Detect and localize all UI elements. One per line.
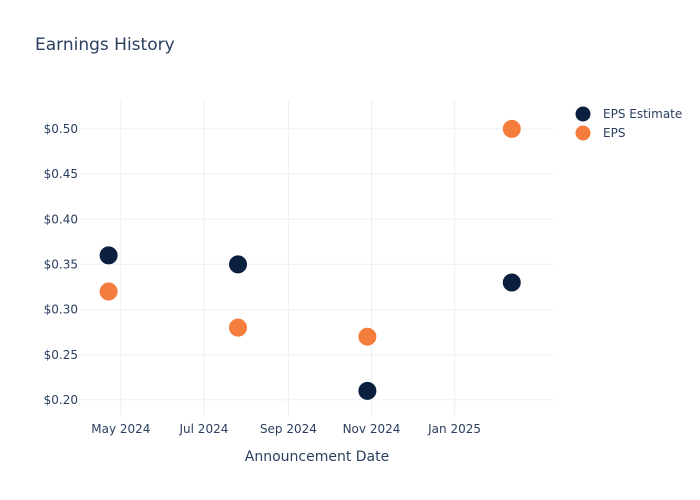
y-tick-label: $0.25	[44, 348, 78, 362]
data-points	[98, 118, 522, 401]
x-tick-label: Jul 2024	[179, 422, 229, 436]
data-point[interactable]	[228, 317, 248, 338]
chart-title: Earnings History	[35, 35, 175, 55]
x-tick-label: Sep 2024	[260, 422, 317, 436]
legend-item[interactable]: EPS	[574, 124, 625, 142]
data-point[interactable]	[98, 281, 119, 302]
legend-item[interactable]: EPS Estimate	[574, 105, 682, 123]
legend-label: EPS Estimate	[603, 107, 682, 121]
x-tick-label: May 2024	[91, 422, 150, 436]
legend-marker	[574, 124, 592, 142]
data-point[interactable]	[501, 118, 522, 139]
y-tick-label: $0.45	[44, 167, 78, 181]
data-point[interactable]	[501, 272, 522, 293]
y-tick-label: $0.35	[44, 257, 78, 271]
data-point[interactable]	[98, 245, 119, 266]
x-tick-label: Jan 2025	[427, 422, 481, 436]
legend-marker	[574, 105, 592, 123]
y-tick-label: $0.50	[44, 122, 78, 136]
data-point[interactable]	[357, 326, 378, 347]
grid-layer	[80, 100, 554, 418]
data-point[interactable]	[228, 254, 248, 275]
y-tick-label: $0.40	[44, 212, 78, 226]
x-axis-label: Announcement Date	[245, 449, 389, 465]
y-tick-label: $0.30	[44, 303, 78, 317]
y-tick-label: $0.20	[44, 393, 78, 407]
x-tick-label: Nov 2024	[343, 422, 401, 436]
x-axis-ticks: May 2024 Jul 2024 Sep 2024 Nov 2024 Jan 2025	[91, 422, 481, 436]
data-point[interactable]	[357, 380, 378, 401]
y-axis-ticks: $0.20 $0.25 $0.30 $0.35 $0.40 $0.45 $0.50	[44, 122, 78, 407]
legend[interactable]: EPS Estimate EPS	[574, 105, 682, 142]
legend-label: EPS	[603, 126, 625, 140]
